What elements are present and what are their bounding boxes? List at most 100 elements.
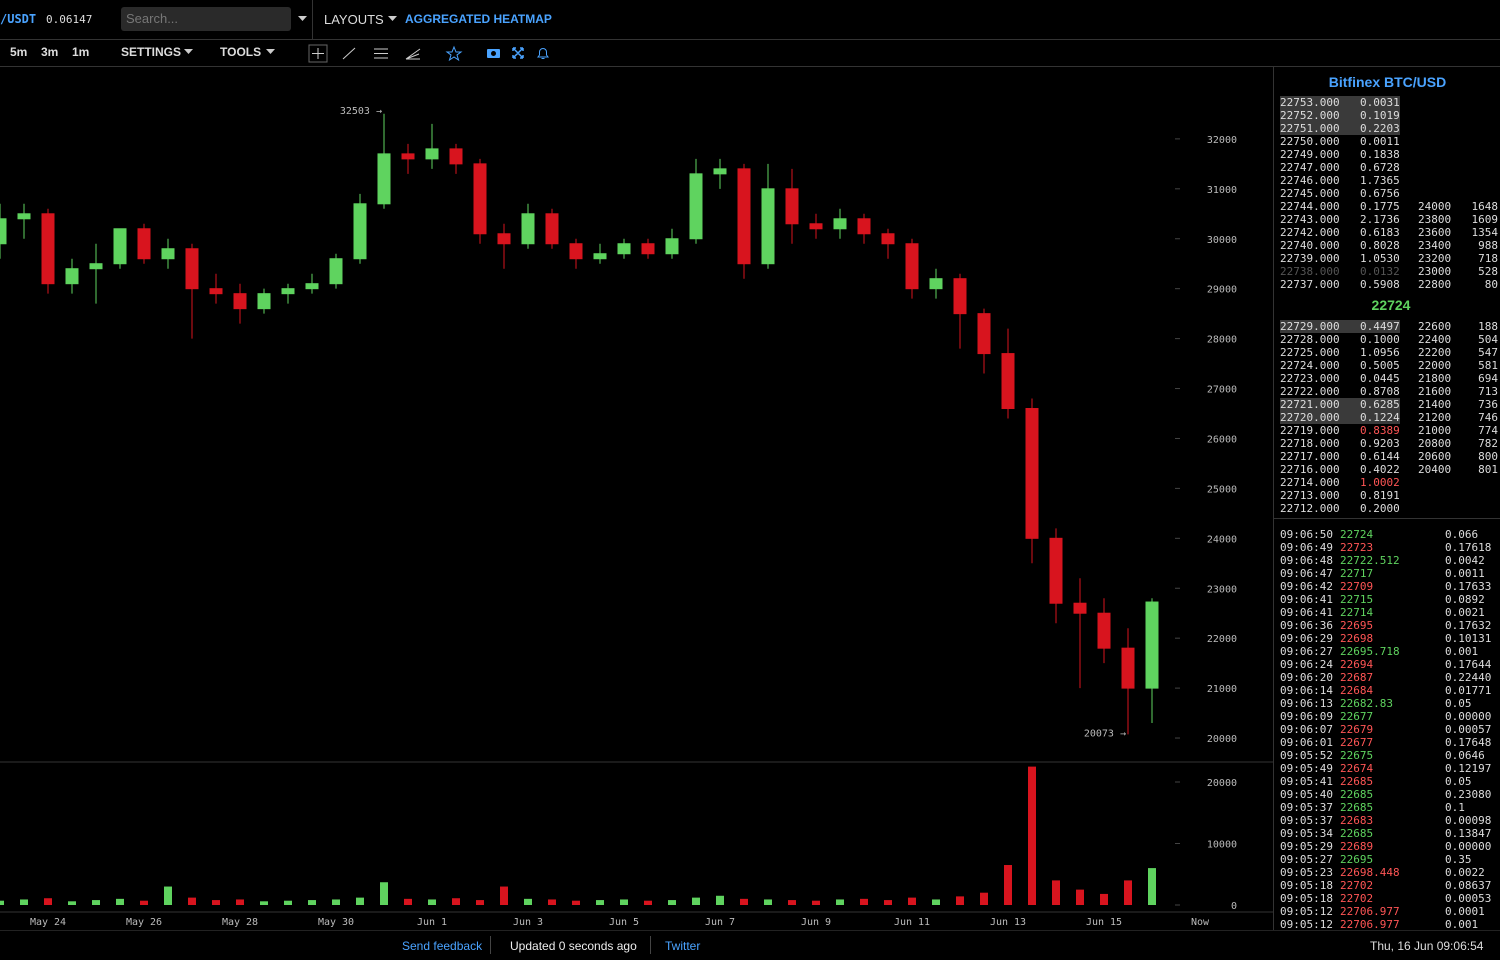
- timeframe-button[interactable]: 1m: [72, 45, 90, 59]
- book-price: 22718.000: [1280, 437, 1340, 450]
- tools-button[interactable]: TOOLS: [220, 45, 262, 59]
- depth-size: 1354: [1471, 226, 1499, 239]
- trade-time: 09:05:18: [1280, 892, 1333, 905]
- depth-price: 21200: [1418, 411, 1452, 424]
- twitter-link[interactable]: Twitter: [665, 939, 701, 953]
- depth-price: 23800: [1418, 213, 1452, 226]
- volume-bar: [1052, 880, 1060, 905]
- dropdown-icon: [388, 16, 397, 21]
- depth-size: 504: [1478, 333, 1498, 346]
- volume-bar: [140, 900, 148, 905]
- volume-bar: [572, 900, 580, 905]
- row-highlight: [1280, 122, 1400, 135]
- candle-body: [113, 228, 127, 265]
- book-price: 22743.000: [1280, 213, 1340, 226]
- layouts-button[interactable]: LAYOUTS: [324, 12, 384, 27]
- candle-body: [329, 258, 343, 285]
- candle-body: [713, 168, 727, 175]
- settings-button[interactable]: SETTINGS: [121, 45, 182, 59]
- volume-bar: [284, 900, 292, 905]
- trade-price: 22677: [1340, 736, 1374, 749]
- fullscreen-button[interactable]: [512, 47, 524, 59]
- volume-bar: [500, 886, 508, 905]
- candle-body: [833, 218, 847, 230]
- dropdown-icon[interactable]: [298, 16, 308, 22]
- trade-time: 09:05:18: [1280, 879, 1333, 892]
- trade-amount: 0.23080: [1445, 788, 1492, 801]
- book-amount: 0.6756: [1360, 187, 1400, 200]
- favorite-button[interactable]: [445, 45, 463, 62]
- trade-amount: 0.17632: [1445, 619, 1492, 632]
- volume-bar: [932, 899, 940, 905]
- clock: Thu, 16 Jun 09:06:54: [1370, 939, 1484, 953]
- volume-bar: [980, 892, 988, 905]
- candle-body: [569, 243, 583, 260]
- candle-body: [1025, 408, 1039, 539]
- volume-bar: [332, 899, 340, 905]
- volume-bar: [740, 898, 748, 905]
- crosshair-tool[interactable]: [308, 44, 328, 63]
- y-tick-label: 26000: [1207, 434, 1237, 445]
- trade-time: 09:06:42: [1280, 580, 1333, 593]
- trade-price: 22723: [1340, 541, 1374, 554]
- volume-bar: [788, 900, 796, 905]
- trade-time: 09:06:09: [1280, 710, 1333, 723]
- trade-time: 09:06:07: [1280, 723, 1333, 736]
- heatmap-link[interactable]: AGGREGATED HEATMAP: [405, 12, 552, 26]
- trade-amount: 0.0021: [1445, 606, 1485, 619]
- y-tick-label: 21000: [1207, 684, 1237, 695]
- trade-time: 09:05:12: [1280, 918, 1333, 931]
- candle-body: [1121, 647, 1135, 689]
- candle-body: [953, 278, 967, 315]
- trade-amount: 0.00000: [1445, 710, 1492, 723]
- book-price: 22753.000: [1280, 96, 1340, 109]
- trade-time: 09:06:49: [1280, 541, 1333, 554]
- pair[interactable]: /USDT: [0, 12, 37, 26]
- candle-body: [881, 233, 895, 245]
- book-amount: 0.0031: [1360, 96, 1400, 109]
- trade-price: 22685: [1340, 788, 1374, 801]
- x-tick-label: Jun 11: [894, 917, 930, 928]
- trade-price: 22687: [1340, 671, 1374, 684]
- feedback-link[interactable]: Send feedback: [402, 939, 483, 953]
- search-box[interactable]: Search...: [121, 7, 291, 31]
- x-tick-label: May 28: [222, 917, 258, 928]
- divider: [312, 0, 313, 39]
- depth-price: 23200: [1418, 252, 1452, 265]
- trade-time: 09:05:12: [1280, 905, 1333, 918]
- high-annotation: 32503 →: [340, 106, 382, 117]
- volume-bar: [0, 900, 4, 905]
- book-price: 22746.000: [1280, 174, 1340, 187]
- timeframe-button[interactable]: 5m: [10, 45, 28, 59]
- book-price: 22724.000: [1280, 359, 1340, 372]
- y-tick-label: 28000: [1207, 335, 1237, 346]
- book-price: 22712.000: [1280, 502, 1340, 515]
- hline-tool[interactable]: [374, 48, 388, 59]
- fan-tool[interactable]: [405, 48, 421, 60]
- book-amount: 0.0011: [1360, 135, 1400, 148]
- trade-time: 09:05:49: [1280, 762, 1333, 775]
- trade-amount: 0.066: [1445, 528, 1479, 541]
- trade-price: 22715: [1340, 593, 1374, 606]
- book-price: 22749.000: [1280, 148, 1340, 161]
- timeframe-button[interactable]: 3m: [41, 45, 59, 59]
- volume-bar: [20, 899, 28, 905]
- volume-bar: [596, 900, 604, 905]
- depth-size: 694: [1478, 372, 1498, 385]
- orderbook-panel: Bitfinex BTC/USD 22724 22753.000 0.0031 22…: [1273, 67, 1500, 931]
- candle-body: [257, 293, 271, 310]
- trade-amount: 0.17648: [1445, 736, 1492, 749]
- volume-bar: [476, 900, 484, 905]
- trade-price: 22677: [1340, 710, 1374, 723]
- trade-price: 22724: [1340, 528, 1374, 541]
- book-amount: 1.0530: [1360, 252, 1400, 265]
- book-price: 22751.000: [1280, 122, 1340, 135]
- trade-time: 09:06:47: [1280, 567, 1333, 580]
- candle-body: [0, 218, 7, 245]
- alert-button[interactable]: [537, 48, 549, 59]
- trade-amount: 0.08637: [1445, 879, 1492, 892]
- volume-bar: [1148, 868, 1156, 905]
- line-tool[interactable]: [342, 47, 356, 60]
- depth-size: 988: [1478, 239, 1498, 252]
- trade-price: 22675: [1340, 749, 1374, 762]
